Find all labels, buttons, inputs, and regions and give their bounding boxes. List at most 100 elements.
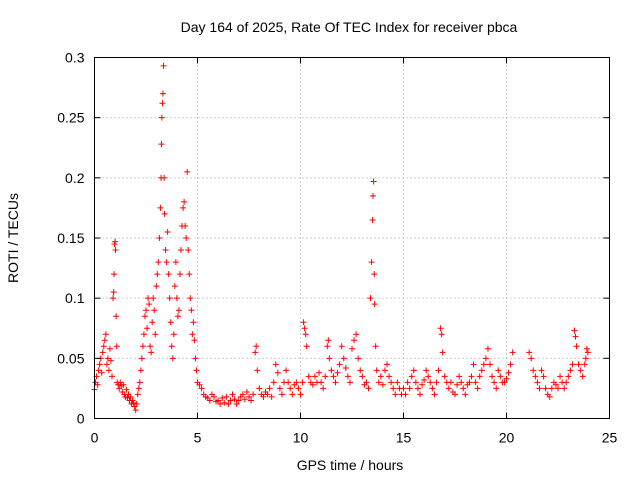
data-point [370, 192, 377, 199]
data-points [91, 62, 591, 414]
data-point [557, 373, 564, 380]
data-point [484, 345, 491, 352]
data-point [188, 307, 195, 314]
data-point [334, 369, 341, 376]
data-point [246, 393, 252, 400]
data-point [167, 319, 174, 326]
data-point [328, 367, 335, 374]
data-point [134, 391, 141, 398]
data-point [172, 259, 179, 266]
data-point [388, 379, 395, 386]
data-point [394, 379, 401, 386]
data-point [104, 355, 111, 362]
y-tick-label: 0.15 [57, 230, 84, 246]
data-point [171, 283, 178, 290]
y-tick-label: 0.3 [65, 50, 85, 66]
x-tick-label: 20 [499, 430, 515, 446]
data-point [546, 393, 553, 400]
data-point [458, 379, 465, 386]
data-point [189, 331, 196, 338]
data-point [491, 379, 498, 386]
data-point [367, 295, 374, 302]
data-point [326, 355, 333, 362]
data-point [95, 367, 102, 374]
x-tick-label: 5 [194, 430, 202, 446]
data-point [441, 373, 448, 380]
data-point [289, 391, 296, 398]
data-point [94, 381, 101, 388]
data-point [344, 373, 351, 380]
data-point [225, 401, 232, 408]
data-point [96, 361, 103, 368]
data-point [579, 373, 586, 380]
data-point [110, 295, 117, 302]
data-point [191, 337, 198, 344]
data-point [373, 367, 380, 374]
data-point [412, 379, 419, 386]
data-point [474, 385, 481, 392]
data-point [101, 337, 108, 344]
data-point [538, 367, 545, 374]
data-point [402, 391, 409, 398]
data-point [429, 385, 436, 392]
data-point [301, 325, 308, 332]
data-point [138, 355, 145, 362]
data-point [371, 301, 378, 308]
data-point [431, 391, 438, 398]
data-point [210, 393, 217, 400]
data-point [145, 295, 152, 302]
data-point [293, 379, 300, 386]
data-point [162, 247, 169, 254]
data-point [219, 395, 226, 402]
data-point [311, 373, 318, 380]
data-point [206, 397, 213, 404]
data-point [370, 178, 377, 185]
data-point [100, 343, 107, 350]
data-point [161, 174, 168, 181]
data-point [99, 349, 106, 356]
data-point [390, 385, 397, 392]
data-point [268, 393, 275, 400]
data-point [569, 361, 576, 368]
data-point [536, 385, 543, 392]
data-point [540, 373, 547, 380]
data-point [113, 313, 120, 320]
data-point [123, 386, 130, 393]
data-point [181, 198, 188, 205]
data-point [112, 247, 119, 254]
x-tick-label: 15 [396, 430, 412, 446]
data-point [175, 307, 182, 314]
data-point [357, 367, 364, 374]
data-point [192, 355, 199, 362]
data-point [264, 391, 271, 398]
data-point [266, 385, 273, 392]
data-point [165, 271, 172, 278]
data-point [325, 337, 332, 344]
data-point [278, 391, 285, 398]
data-point [190, 319, 197, 326]
data-point [173, 295, 180, 302]
data-point [159, 100, 166, 107]
data-point [155, 259, 162, 266]
data-point [526, 349, 533, 356]
data-point [452, 391, 458, 398]
data-point [139, 343, 146, 350]
data-point [410, 367, 417, 374]
data-point [113, 343, 120, 350]
data-point [565, 373, 572, 380]
data-point [150, 295, 157, 302]
data-point [433, 379, 440, 386]
data-point [110, 289, 117, 296]
data-point [421, 376, 428, 383]
data-point [320, 385, 327, 392]
data-point [487, 361, 494, 368]
data-point [371, 271, 378, 278]
data-point [476, 373, 483, 380]
data-point [270, 379, 277, 386]
data-point [153, 283, 160, 290]
data-point [223, 393, 230, 400]
data-point [176, 271, 183, 278]
data-point [365, 385, 372, 392]
data-point [305, 373, 312, 380]
y-axis-title: ROTI / TECUs [5, 193, 21, 283]
